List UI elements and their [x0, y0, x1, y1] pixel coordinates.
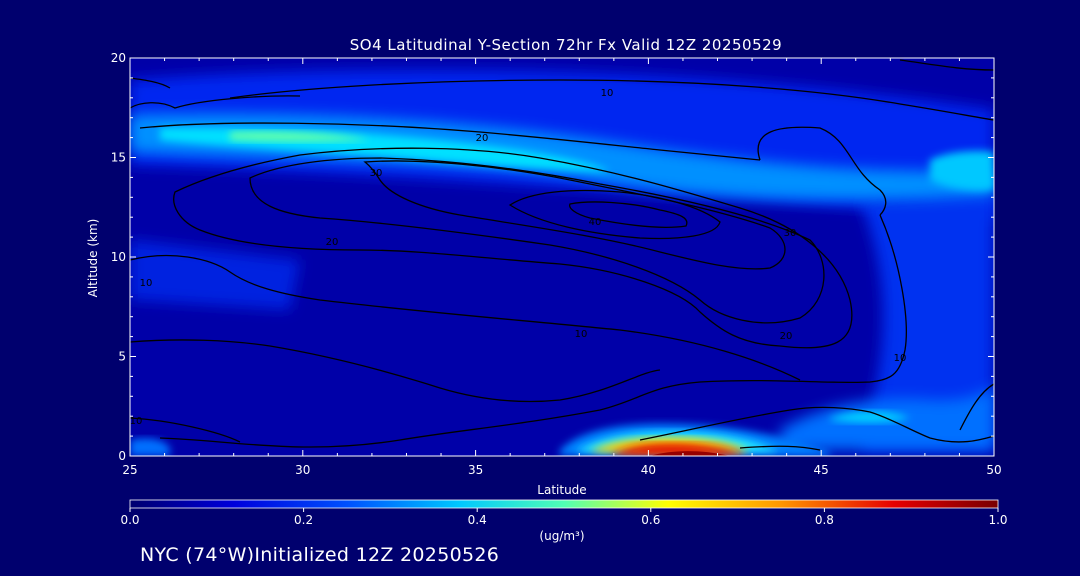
- contour-label: 20: [476, 133, 489, 144]
- shaded-field: [130, 70, 994, 456]
- contour-line: [130, 339, 661, 403]
- contour-label: 30: [370, 168, 383, 179]
- contour-line: [159, 214, 907, 448]
- x-tick-label: 25: [122, 463, 137, 477]
- x-tick-label: 30: [295, 463, 310, 477]
- contour-line: [229, 79, 994, 121]
- colorbar-ticks: 0.0 0.2 0.4 0.6 0.8 1.0: [120, 508, 1008, 527]
- contour-line: [130, 95, 301, 109]
- colorbar: [129, 499, 999, 509]
- contour-lines: [130, 59, 994, 451]
- x-tick-label: 45: [814, 463, 829, 477]
- shade-band-green: [230, 131, 370, 142]
- x-tick-label: 35: [468, 463, 483, 477]
- contour-label: 10: [130, 416, 143, 427]
- contour-line: [739, 445, 821, 451]
- contour-label: 40: [589, 217, 602, 228]
- contour-label: 20: [780, 331, 793, 342]
- contour-line: [639, 406, 994, 443]
- contour-line: [569, 201, 688, 228]
- y-tick-label: 15: [111, 151, 126, 165]
- x-tick-label: 50: [986, 463, 1001, 477]
- contour-label: 10: [575, 329, 588, 340]
- y-axis: 0 5 10 15 20: [111, 51, 994, 463]
- contour-labels: 10 20 30 40 30 20 10 20 10 10 10: [130, 88, 907, 427]
- chart-title: SO4 Latitudinal Y-Section 72hr Fx Valid …: [350, 36, 782, 54]
- contour-line: [173, 147, 853, 349]
- colorbar-tick-label: 0.8: [815, 513, 834, 527]
- x-axis: 25 30 35 40 45 50: [122, 58, 1002, 477]
- x-axis-label: Latitude: [537, 483, 586, 497]
- contour-label: 10: [601, 88, 614, 99]
- y-tick-label: 20: [111, 51, 126, 65]
- y-tick-label: 10: [111, 250, 126, 264]
- contour-label: 20: [326, 237, 339, 248]
- contour-line: [757, 126, 887, 216]
- contour-line: [899, 59, 994, 71]
- contour-line: [130, 77, 171, 89]
- shade-surface-darkred: [650, 451, 730, 456]
- init-footer: NYC (74°W)Initialized 12Z 20250526: [140, 544, 499, 566]
- colorbar-tick-label: 0.6: [641, 513, 660, 527]
- x-tick-label: 40: [641, 463, 656, 477]
- shade-region-right: [860, 190, 994, 450]
- y-tick-label: 5: [118, 350, 126, 364]
- shade-region-left: [130, 240, 300, 310]
- contour-label: 30: [784, 228, 797, 239]
- shade-band-right: [930, 150, 994, 191]
- colorbar-tick-label: 0.2: [294, 513, 313, 527]
- shade-left-surface: [130, 438, 170, 456]
- y-axis-label: Altitude (km): [86, 219, 100, 298]
- contour-line: [249, 157, 825, 324]
- colorbar-tick-label: 0.4: [468, 513, 487, 527]
- contour-line: [508, 189, 721, 240]
- colorbar-unit-label: (ug/m³): [539, 529, 584, 543]
- plot-area: [130, 58, 994, 456]
- contour-line: [363, 160, 786, 270]
- y-tick-label: 0: [118, 449, 126, 463]
- colorbar-tick-label: 0.0: [120, 513, 139, 527]
- contour-label: 10: [894, 353, 907, 364]
- contour-line: [959, 383, 994, 431]
- contour-line: [130, 254, 801, 381]
- contour-label: 10: [140, 278, 153, 289]
- colorbar-tick-label: 1.0: [988, 513, 1007, 527]
- contour-line: [130, 417, 241, 443]
- contour-line: [139, 122, 761, 161]
